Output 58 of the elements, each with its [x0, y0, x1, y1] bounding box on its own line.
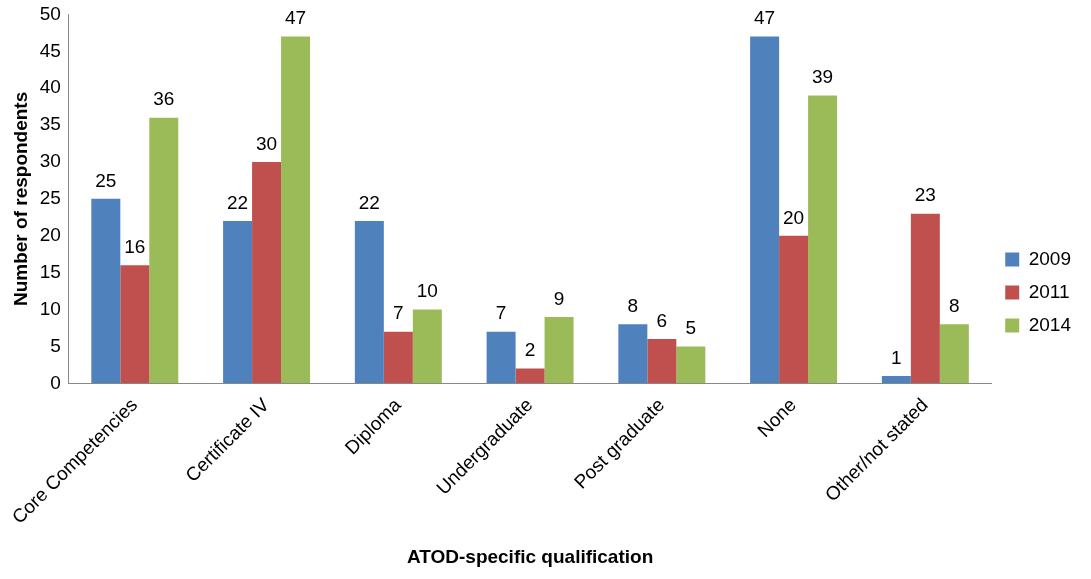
data-label: 5: [685, 317, 697, 339]
y-tick-label: 20: [39, 224, 61, 245]
bar: [120, 265, 150, 384]
y-tick-label: 5: [50, 334, 61, 356]
bar: [223, 221, 253, 384]
data-label: 10: [416, 280, 438, 302]
legend-label: 2009: [1028, 247, 1072, 269]
data-label: 1: [891, 346, 902, 368]
data-label: 16: [124, 236, 146, 258]
data-label: 22: [358, 191, 380, 213]
bar: [808, 95, 838, 384]
bar: [647, 339, 677, 384]
bar: [91, 198, 121, 384]
bar: [281, 36, 311, 384]
data-label: 9: [553, 287, 565, 309]
legend-label: 2014: [1028, 313, 1072, 335]
bar: [515, 368, 545, 384]
bar: [676, 346, 706, 384]
data-label: 2: [524, 339, 536, 361]
data-label: 30: [256, 132, 278, 154]
bar: [252, 161, 282, 384]
y-tick-label: 25: [39, 187, 61, 209]
bar: [750, 36, 780, 384]
bar: [544, 316, 574, 384]
y-tick-label: 30: [39, 150, 61, 172]
bar: [618, 324, 648, 384]
data-label: 22: [227, 191, 249, 213]
data-label: 39: [812, 66, 834, 88]
bar: [354, 221, 384, 384]
bar: [149, 117, 179, 384]
y-tick-label: 10: [39, 297, 61, 319]
y-tick-label: 40: [39, 76, 61, 98]
legend-label: 2011: [1028, 280, 1070, 302]
bar: [486, 331, 516, 384]
bar: [383, 331, 413, 384]
bar: [910, 213, 940, 384]
bar: [881, 375, 911, 384]
data-label: 25: [95, 169, 117, 191]
data-label: 8: [627, 295, 639, 317]
data-label: 36: [153, 88, 175, 110]
y-tick-label: 35: [39, 113, 61, 135]
bar: [412, 309, 442, 384]
data-label: 47: [754, 7, 776, 29]
data-label: 20: [783, 206, 805, 228]
data-label: 23: [914, 184, 936, 206]
data-label: 8: [949, 295, 960, 317]
data-label: 7: [393, 302, 404, 324]
y-axis-title: Number of respondents: [9, 91, 31, 307]
bar: [779, 235, 809, 384]
bar: [939, 324, 969, 384]
x-axis-title: ATOD-specific qualification: [406, 545, 654, 567]
y-tick-label: 0: [50, 371, 61, 393]
data-label: 7: [495, 302, 507, 324]
data-label: 6: [656, 309, 668, 331]
y-tick-label: 50: [39, 2, 61, 24]
y-tick-label: 45: [39, 39, 61, 61]
data-label: 47: [284, 7, 307, 29]
y-tick-label: 15: [39, 260, 61, 282]
